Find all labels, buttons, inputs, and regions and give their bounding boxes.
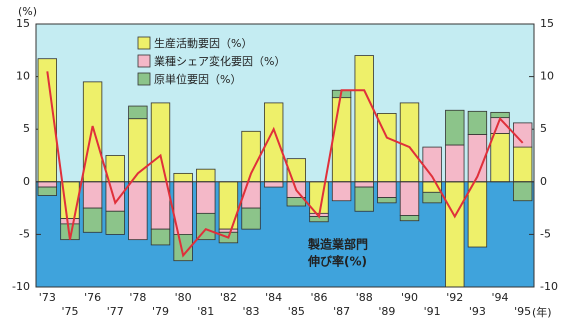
legend-swatch — [137, 36, 151, 50]
bar-segment — [82, 207, 103, 233]
x-tick-label: '75 — [61, 305, 78, 318]
y2-tick-label: -10 — [540, 280, 558, 293]
x-tick-label: '83 — [243, 305, 260, 318]
bar-segment — [128, 105, 148, 120]
bar-segment — [513, 122, 533, 148]
x-tick-label: '78 — [129, 291, 146, 304]
bar-segment — [422, 191, 442, 204]
bar-segment — [513, 146, 533, 183]
bar-segment — [264, 181, 284, 188]
y-unit: (%) — [18, 5, 37, 18]
x-tick-label: '81 — [197, 305, 214, 318]
x-tick-label: '86 — [310, 291, 327, 304]
bar-segment — [241, 181, 261, 209]
y-tick-label: 5 — [23, 122, 30, 135]
bar-segment — [490, 133, 510, 183]
y2-tick-label: 5 — [540, 122, 547, 135]
bar-segment — [218, 228, 239, 233]
x-tick-label: '90 — [401, 291, 418, 304]
x-tick-label: '93 — [469, 305, 486, 318]
bar-segment — [37, 186, 57, 196]
bar-segment — [105, 210, 125, 235]
y-tick-label: 0 — [23, 175, 30, 188]
bar-segment — [150, 181, 171, 230]
bar-segment — [513, 181, 533, 202]
growth-line — [46, 71, 524, 258]
bar-segment — [399, 181, 420, 216]
bar-segment — [331, 181, 352, 202]
line-label: 伸び率(%) — [307, 254, 367, 269]
x-tick-label: '80 — [175, 291, 192, 304]
x-tick-label: '82 — [220, 291, 237, 304]
bar-segment — [105, 181, 125, 212]
bar-segment — [173, 233, 193, 262]
bar-segment — [467, 110, 488, 135]
y-tick-label: -10 — [12, 280, 30, 293]
bar-segment — [354, 181, 374, 188]
bar-segment — [354, 186, 374, 212]
y2-tick-label: 15 — [540, 17, 554, 30]
x-tick-label: '92 — [446, 291, 463, 304]
bar-segment — [60, 218, 80, 225]
bar-segment — [82, 181, 103, 209]
bar-segment — [490, 111, 510, 119]
x-tick-label: '79 — [152, 305, 169, 318]
y2-tick-label: 10 — [540, 70, 554, 83]
x-tick-label: '73 — [39, 291, 56, 304]
legend-label: 生産活動要因（%） — [154, 36, 252, 50]
x-tick-label: '85 — [288, 305, 305, 318]
y2-tick-label: 0 — [540, 175, 547, 188]
legend-swatch — [137, 54, 151, 68]
bar-segment — [241, 207, 261, 230]
y-tick-label: 10 — [16, 70, 30, 83]
frame — [35, 23, 535, 288]
legend: 生産活動要因（%） 業種シェア変化要因（%） 原単位要因（%） — [137, 36, 285, 86]
bar-segment — [82, 81, 103, 183]
y-tick-label: 15 — [16, 17, 30, 30]
x-unit: (年) — [532, 305, 552, 319]
bar-segment — [150, 228, 171, 246]
legend-label: 原単位要因（%） — [154, 72, 241, 86]
bar-segment — [467, 181, 488, 248]
bar-segment — [399, 215, 420, 222]
legend-label: 業種シェア変化要因（%） — [154, 54, 285, 68]
bar-segment — [150, 102, 171, 183]
y2-tick-label: -5 — [540, 227, 551, 240]
bar-segment — [128, 181, 148, 241]
x-tick-label: '76 — [84, 291, 101, 304]
bar-segment — [399, 102, 420, 183]
bar-segment — [173, 172, 193, 183]
bar-segment — [354, 55, 374, 183]
bar-segment — [377, 197, 397, 204]
x-tick-label: '89 — [378, 305, 395, 318]
x-tick-label: '91 — [424, 305, 441, 318]
bar-segment — [196, 168, 216, 183]
x-tick-label: '88 — [356, 291, 373, 304]
x-tick-label: '77 — [107, 305, 124, 318]
x-tick-label: '95 — [514, 305, 531, 318]
bar-segment — [445, 181, 465, 288]
x-tick-label: '94 — [492, 291, 509, 304]
bar-segment — [445, 144, 465, 183]
bar-segment — [377, 181, 397, 198]
y-tick-label: -5 — [19, 227, 30, 240]
bar-segment — [331, 97, 352, 183]
x-tick-label: '87 — [333, 305, 350, 318]
bar-segment — [37, 181, 57, 188]
bar-segment — [196, 181, 216, 214]
legend-swatch — [137, 72, 151, 86]
bar-segment — [445, 109, 465, 146]
line-label: 製造業部門 — [307, 237, 368, 252]
x-tick-label: '84 — [265, 291, 282, 304]
